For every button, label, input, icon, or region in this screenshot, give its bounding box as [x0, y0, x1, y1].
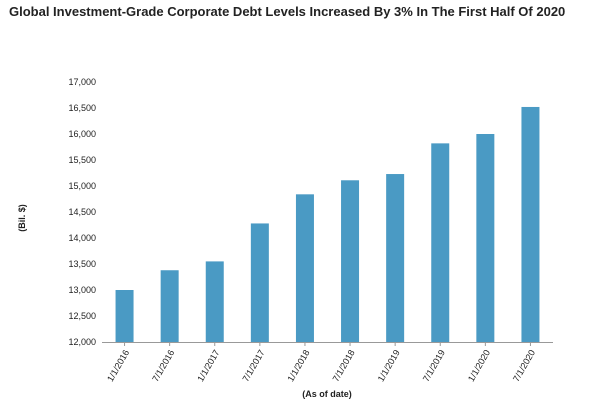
y-tick-label: 13,500: [68, 259, 96, 269]
x-tick-label: 7/1/2020: [511, 348, 537, 383]
y-tick-label: 14,500: [68, 207, 96, 217]
bar: [160, 270, 179, 342]
bar: [250, 223, 269, 342]
bar: [476, 134, 495, 342]
y-tick-label: 15,500: [68, 155, 96, 165]
x-tick-label: 1/1/2018: [285, 348, 311, 383]
y-axis: 12,000 12,500 13,000 13,500 14,000 14,500 15,0…: [68, 77, 96, 347]
bar: [386, 174, 405, 342]
x-tick-label: 1/1/2017: [195, 348, 221, 383]
chart-title: Global Investment-Grade Corporate Debt L…: [9, 4, 566, 19]
y-tick-label: 15,000: [68, 181, 96, 191]
x-tick-label: 1/1/2020: [466, 348, 492, 383]
x-tick-label: 7/1/2018: [331, 348, 357, 383]
y-tick-label: 12,000: [68, 337, 96, 347]
bar: [115, 290, 134, 342]
bar: [295, 194, 314, 342]
y-tick-label: 12,500: [68, 311, 96, 321]
y-tick-label: 16,000: [68, 129, 96, 139]
x-axis-title: (As of date): [302, 389, 352, 399]
x-tick-label: 1/1/2016: [105, 348, 131, 383]
x-tick-label: 7/1/2019: [421, 348, 447, 383]
bar: [341, 180, 360, 342]
x-tick-label: 7/1/2016: [150, 348, 176, 383]
bars: [115, 106, 540, 343]
y-tick-label: 13,000: [68, 285, 96, 295]
x-tick-label: 7/1/2017: [240, 348, 266, 383]
bar: [205, 261, 224, 342]
bar: [431, 143, 450, 342]
y-tick-label: 16,500: [68, 103, 96, 113]
x-tick-label: 1/1/2019: [376, 348, 402, 383]
y-tick-label: 14,000: [68, 233, 96, 243]
y-tick-label: 17,000: [68, 77, 96, 87]
x-axis: 1/1/2016 7/1/2016 1/1/2017 7/1/2017 1/1/2018…: [105, 342, 537, 383]
bar: [521, 106, 540, 343]
y-axis-title: (Bil. $): [17, 204, 27, 232]
